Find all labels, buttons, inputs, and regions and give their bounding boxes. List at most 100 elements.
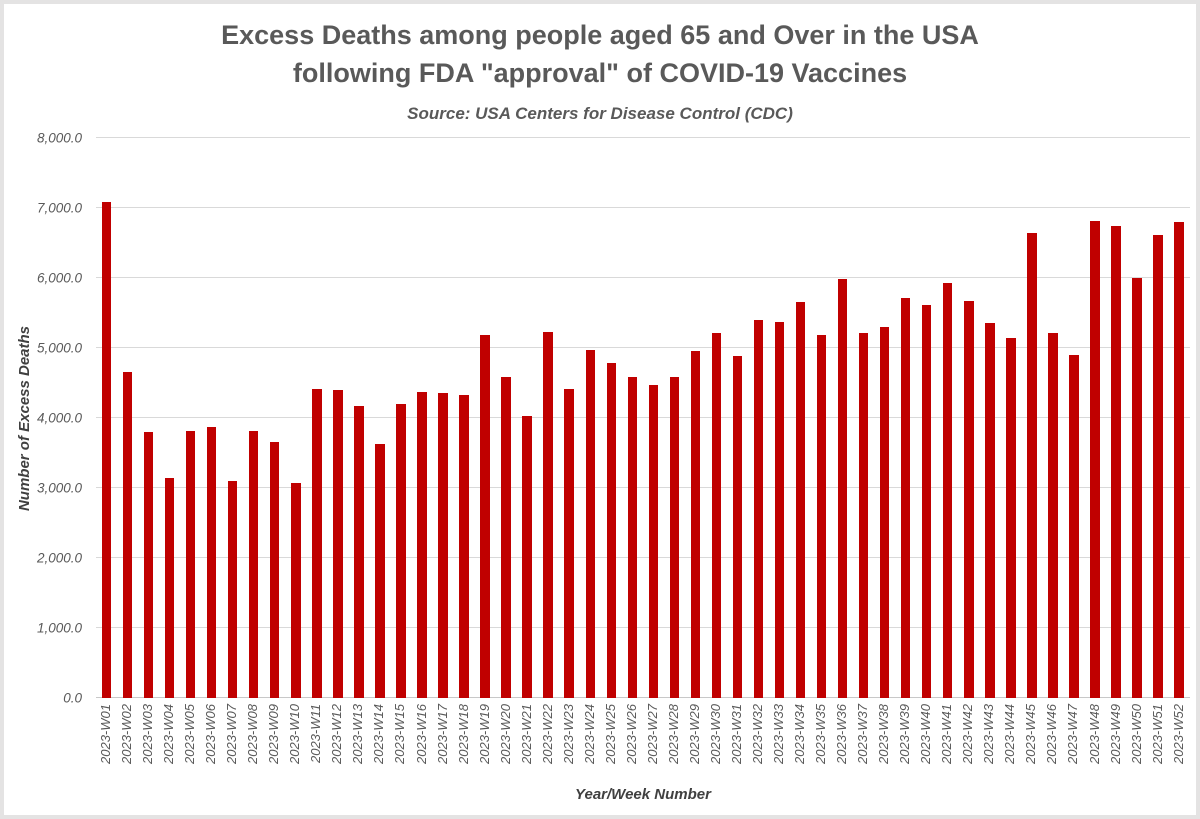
bar-series bbox=[96, 138, 1190, 698]
x-tick-cell: 2023-W28 bbox=[664, 704, 685, 790]
x-tick-label: 2023-W21 bbox=[518, 704, 534, 764]
x-tick-cell: 2023-W06 bbox=[201, 704, 222, 790]
x-tick-label: 2023-W46 bbox=[1044, 704, 1060, 764]
bar-cell bbox=[748, 138, 769, 698]
x-tick-label: 2023-W24 bbox=[581, 704, 597, 764]
x-tick-cell: 2023-W22 bbox=[538, 704, 559, 790]
x-tick-label: 2023-W29 bbox=[686, 704, 702, 764]
x-tick-cell: 2023-W37 bbox=[853, 704, 874, 790]
x-tick-cell: 2023-W23 bbox=[559, 704, 580, 790]
bar-2023-W14 bbox=[375, 443, 385, 698]
bar-2023-W09 bbox=[270, 441, 280, 698]
x-tick-label: 2023-W32 bbox=[750, 704, 766, 764]
x-tick-cell: 2023-W32 bbox=[748, 704, 769, 790]
bar-cell bbox=[285, 138, 306, 698]
x-tick-label: 2023-W47 bbox=[1065, 704, 1081, 764]
bar-cell bbox=[433, 138, 454, 698]
x-tick-cell: 2023-W20 bbox=[496, 704, 517, 790]
x-tick-label: 2023-W38 bbox=[876, 704, 892, 764]
x-tick-cell: 2023-W48 bbox=[1084, 704, 1105, 790]
x-tick-cell: 2023-W21 bbox=[517, 704, 538, 790]
bar-cell bbox=[1169, 138, 1190, 698]
x-tick-cell: 2023-W26 bbox=[622, 704, 643, 790]
bar-cell bbox=[937, 138, 958, 698]
bar-2023-W36 bbox=[837, 279, 848, 698]
x-axis-title: Year/Week Number bbox=[575, 786, 711, 803]
x-tick-cell: 2023-W04 bbox=[159, 704, 180, 790]
x-tick-label: 2023-W35 bbox=[813, 704, 829, 764]
x-tick-label: 2023-W01 bbox=[98, 704, 114, 764]
x-tick-label: 2023-W42 bbox=[960, 704, 976, 764]
bar-2023-W20 bbox=[501, 376, 511, 698]
y-tick-label: 0.0 bbox=[63, 690, 82, 706]
x-tick-cell: 2023-W45 bbox=[1021, 704, 1042, 790]
x-tick-cell: 2023-W51 bbox=[1148, 704, 1169, 790]
x-tick-label: 2023-W04 bbox=[161, 704, 177, 764]
bar-2023-W06 bbox=[206, 427, 217, 698]
bar-2023-W37 bbox=[858, 333, 869, 698]
x-tick-label: 2023-W43 bbox=[981, 704, 997, 764]
x-tick-label: 2023-W18 bbox=[455, 704, 471, 764]
bar-2023-W11 bbox=[312, 389, 322, 698]
x-tick-cell: 2023-W27 bbox=[643, 704, 664, 790]
x-tick-cell: 2023-W44 bbox=[1000, 704, 1021, 790]
bar-2023-W38 bbox=[879, 327, 890, 698]
chart-subtitle: Source: USA Centers for Disease Control … bbox=[407, 104, 793, 123]
x-tick-label: 2023-W33 bbox=[771, 704, 787, 764]
bar-cell bbox=[853, 138, 874, 698]
bar-2023-W01 bbox=[101, 201, 112, 698]
bar-cell bbox=[958, 138, 979, 698]
bar-2023-W08 bbox=[249, 431, 259, 698]
x-tick-label: 2023-W23 bbox=[560, 704, 576, 764]
bar-2023-W16 bbox=[417, 392, 427, 698]
x-tick-label: 2023-W15 bbox=[392, 704, 408, 764]
x-tick-cell: 2023-W03 bbox=[138, 704, 159, 790]
x-tick-cell: 2023-W41 bbox=[937, 704, 958, 790]
bar-cell bbox=[685, 138, 706, 698]
bar-cell bbox=[580, 138, 601, 698]
bar-2023-W28 bbox=[669, 376, 680, 698]
x-tick-cell: 2023-W13 bbox=[348, 704, 369, 790]
x-tick-label: 2023-W07 bbox=[224, 704, 240, 764]
bar-2023-W02 bbox=[122, 371, 133, 698]
bar-cell bbox=[243, 138, 264, 698]
chart-title-line1: Excess Deaths among people aged 65 and O… bbox=[221, 20, 979, 50]
bar-2023-W49 bbox=[1111, 226, 1121, 698]
x-tick-label: 2023-W08 bbox=[245, 704, 261, 764]
bar-2023-W52 bbox=[1174, 222, 1184, 698]
x-tick-cell: 2023-W11 bbox=[306, 704, 327, 790]
bar-2023-W39 bbox=[900, 297, 911, 698]
x-tick-label: 2023-W10 bbox=[287, 704, 303, 764]
bar-cell bbox=[327, 138, 348, 698]
x-tick-label: 2023-W48 bbox=[1086, 704, 1102, 764]
bar-2023-W42 bbox=[964, 301, 974, 698]
bar-2023-W47 bbox=[1069, 355, 1079, 698]
gridline-5000 bbox=[96, 347, 1190, 348]
x-tick-cell: 2023-W09 bbox=[264, 704, 285, 790]
bar-cell bbox=[1084, 138, 1105, 698]
x-tick-cell: 2023-W01 bbox=[96, 704, 117, 790]
bar-2023-W34 bbox=[795, 301, 806, 698]
x-tick-cell: 2023-W47 bbox=[1063, 704, 1084, 790]
x-tick-label: 2023-W51 bbox=[1149, 704, 1165, 764]
x-tick-label: 2023-W12 bbox=[329, 704, 345, 764]
bar-cell bbox=[1127, 138, 1148, 698]
x-tick-cell: 2023-W14 bbox=[369, 704, 390, 790]
x-tick-cell: 2023-W15 bbox=[390, 704, 411, 790]
bar-cell bbox=[1042, 138, 1063, 698]
bar-2023-W10 bbox=[291, 483, 301, 698]
x-tick-label: 2023-W09 bbox=[266, 704, 282, 764]
bar-2023-W35 bbox=[816, 335, 827, 698]
bar-2023-W21 bbox=[522, 415, 532, 698]
x-tick-label: 2023-W50 bbox=[1128, 704, 1144, 764]
bar-2023-W18 bbox=[459, 394, 469, 698]
bar-2023-W46 bbox=[1048, 332, 1058, 698]
x-tick-cell: 2023-W18 bbox=[454, 704, 475, 790]
x-tick-label: 2023-W28 bbox=[665, 704, 681, 764]
x-tick-cell: 2023-W10 bbox=[285, 704, 306, 790]
x-tick-cell: 2023-W34 bbox=[790, 704, 811, 790]
x-tick-cell: 2023-W24 bbox=[580, 704, 601, 790]
bar-2023-W44 bbox=[1006, 338, 1016, 698]
x-tick-cell: 2023-W16 bbox=[411, 704, 432, 790]
